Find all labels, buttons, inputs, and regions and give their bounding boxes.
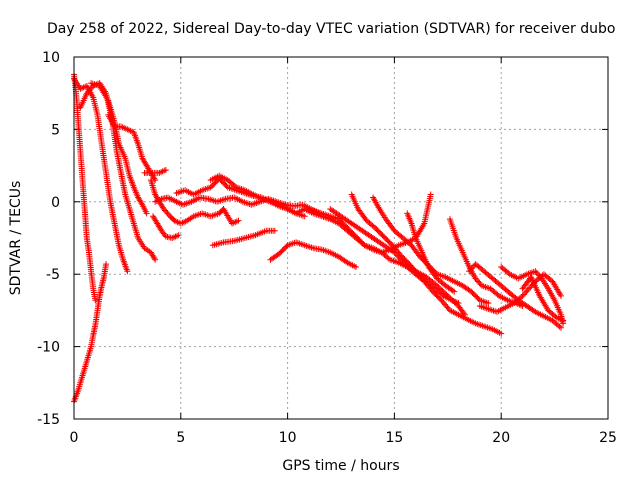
data-point [552, 313, 559, 320]
data-point [271, 227, 278, 234]
chart-title: Day 258 of 2022, Sidereal Day-to-day VTE… [47, 21, 615, 37]
y-tick-label: -10 [37, 340, 60, 356]
data-point [522, 290, 529, 297]
plot-frame [73, 56, 609, 420]
data-points [71, 71, 567, 405]
data-point [151, 255, 158, 262]
series-arc-14 [267, 239, 359, 270]
data-point [352, 263, 359, 270]
data-point [472, 275, 479, 282]
data-point [525, 285, 532, 292]
data-point [160, 206, 167, 213]
x-tick-label: 5 [176, 430, 185, 446]
data-point [498, 330, 505, 337]
data-point [86, 87, 93, 94]
data-point [532, 268, 539, 275]
data-point [162, 166, 169, 173]
data-point [527, 284, 534, 291]
x-tick-label: 0 [70, 430, 79, 446]
data-point [560, 317, 567, 324]
series-arc-1 [71, 261, 110, 405]
data-point [524, 287, 531, 294]
data-point [505, 269, 512, 276]
data-point [235, 217, 242, 224]
data-point [83, 90, 90, 97]
series-arc-13 [209, 227, 278, 249]
y-axis-label: SDTVAR / TECUs [8, 181, 24, 296]
data-point [460, 310, 467, 317]
axis-ticks: 0 5 10 15 20 25 -15 -10 -5 0 5 10 [37, 50, 617, 446]
data-point [485, 300, 492, 307]
grid [74, 57, 608, 419]
data-point [476, 279, 483, 286]
data-point [466, 268, 473, 275]
data-point [556, 323, 563, 330]
data-point [449, 287, 456, 294]
data-point [534, 271, 541, 278]
y-tick-label: -15 [37, 412, 60, 428]
data-point [413, 269, 420, 276]
data-point [470, 263, 477, 270]
series-arc-17 [348, 191, 462, 307]
data-point [473, 276, 480, 283]
data-point [161, 207, 168, 214]
series-arc-15 [310, 207, 505, 337]
data-point [151, 175, 158, 182]
data-point [143, 210, 150, 217]
data-point [103, 261, 110, 268]
x-tick-label: 15 [385, 430, 403, 446]
data-point [451, 288, 458, 295]
y-tick-label: -5 [46, 267, 60, 283]
series-arc-6 [105, 111, 159, 184]
data-point [523, 288, 530, 295]
x-tick-label: 25 [599, 430, 617, 446]
data-point [536, 272, 543, 279]
data-point [468, 265, 475, 272]
x-tick-label: 10 [279, 430, 297, 446]
y-tick-label: 5 [51, 122, 60, 138]
x-tick-label: 20 [492, 430, 510, 446]
data-point [163, 208, 170, 215]
data-point [558, 292, 565, 299]
data-point [475, 278, 482, 285]
data-point [455, 300, 462, 307]
series-arc-9 [150, 213, 182, 241]
data-point [467, 266, 474, 273]
data-point [530, 307, 537, 314]
data-point [164, 210, 171, 217]
data-point [427, 191, 434, 198]
y-tick-label: 0 [51, 195, 60, 211]
data-point [87, 85, 94, 92]
y-tick-label: 10 [42, 50, 60, 66]
data-point [520, 291, 527, 298]
data-point [301, 213, 308, 220]
data-point [231, 183, 238, 190]
x-axis-label: GPS time / hours [282, 458, 399, 474]
series-arc-19 [404, 210, 458, 295]
series-arc-20 [446, 216, 526, 310]
data-point [138, 200, 145, 207]
data-point [518, 294, 525, 301]
data-point [519, 292, 526, 299]
data-point [461, 311, 468, 318]
data-point [85, 88, 92, 95]
data-point [537, 274, 544, 281]
data-point [175, 232, 182, 239]
data-point [152, 256, 159, 263]
series-arc-21 [466, 261, 565, 331]
series-arc-24 [519, 274, 567, 324]
series-arc-23 [498, 263, 567, 327]
data-point [385, 255, 392, 262]
data-point [124, 268, 131, 275]
data-point [558, 324, 565, 331]
data-point [92, 297, 99, 304]
series-arc-7 [141, 166, 169, 176]
data-point [342, 258, 349, 265]
data-point [439, 291, 446, 298]
data-point [494, 291, 501, 298]
data-point [533, 269, 540, 276]
